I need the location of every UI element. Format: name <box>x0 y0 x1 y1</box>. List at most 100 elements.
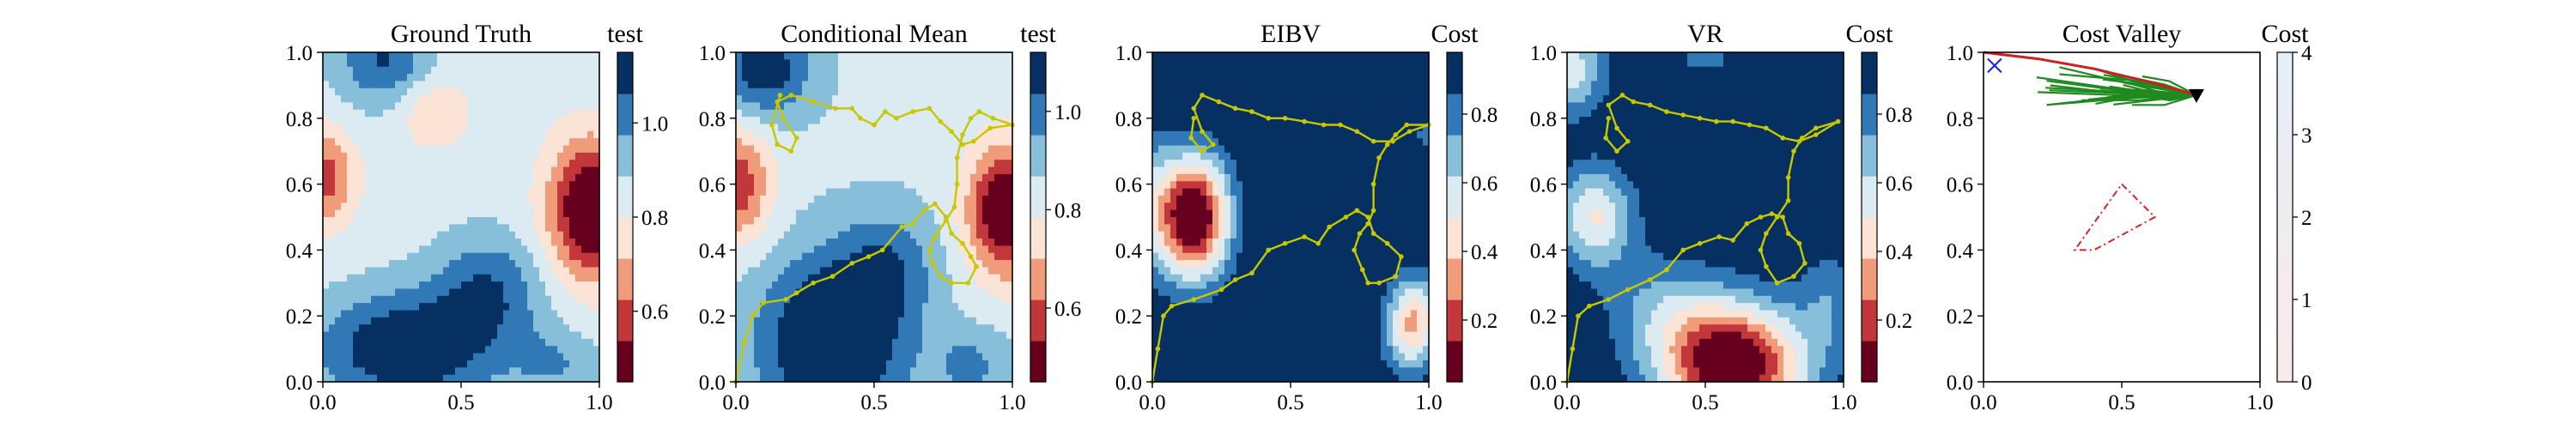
heatmap-cell <box>407 145 414 154</box>
heatmap-cell <box>1393 124 1400 132</box>
heatmap-cell <box>515 195 522 203</box>
heatmap-cell <box>539 338 546 347</box>
heatmap-cell <box>461 124 468 132</box>
heatmap-cell <box>826 188 833 196</box>
heatmap-cell <box>796 81 803 89</box>
heatmap-cell <box>970 52 977 60</box>
heatmap-cell <box>563 59 570 68</box>
heatmap-cell <box>952 59 959 68</box>
heatmap-cell <box>467 166 474 175</box>
heatmap-cell <box>473 360 480 368</box>
heatmap-cell <box>1182 145 1189 154</box>
heatmap-cell <box>497 303 504 311</box>
heatmap-cell <box>976 245 983 254</box>
heatmap-cell <box>1381 124 1388 132</box>
heatmap-cell <box>814 74 821 82</box>
heatmap-cell <box>976 160 983 168</box>
heatmap-cell <box>1206 52 1213 60</box>
heatmap-cell <box>1006 295 1013 304</box>
heatmap-cell <box>784 81 791 89</box>
heatmap-cell <box>994 181 1001 190</box>
heatmap-cell <box>533 202 540 211</box>
heatmap-cell <box>850 288 857 297</box>
heatmap-cell <box>521 281 528 290</box>
colorbar-segment <box>617 176 633 218</box>
heatmap-cell <box>1236 74 1243 82</box>
heatmap-cell <box>880 274 887 282</box>
heatmap-cell <box>982 353 989 361</box>
heatmap-cell <box>742 245 749 254</box>
heatmap-cell <box>557 274 564 282</box>
heatmap-cell <box>1333 145 1340 154</box>
heatmap-cell <box>934 317 941 325</box>
heatmap-cell <box>563 117 570 125</box>
heatmap-cell <box>1176 109 1183 118</box>
heatmap-cell <box>329 303 336 311</box>
heatmap-cell <box>754 281 761 290</box>
heatmap-cell <box>521 188 528 196</box>
heatmap-cell <box>868 74 875 82</box>
heatmap-cell <box>796 138 803 147</box>
heatmap-cell <box>874 303 881 311</box>
heatmap-cell <box>527 303 534 311</box>
heatmap-cell <box>389 195 396 203</box>
heatmap-cell <box>1339 95 1346 104</box>
heatmap-cell <box>485 160 492 168</box>
heatmap-cell <box>808 245 815 254</box>
heatmap-cell <box>748 274 755 282</box>
heatmap-cell <box>593 117 600 125</box>
heatmap-cell <box>886 160 893 168</box>
heatmap-cell <box>808 209 815 218</box>
heatmap-cell <box>742 252 749 261</box>
heatmap-cell <box>784 267 791 275</box>
heatmap-cell <box>425 95 432 104</box>
heatmap-cell <box>748 74 755 82</box>
heatmap-cell <box>353 145 360 154</box>
heatmap-cell <box>892 331 899 340</box>
heatmap-cell <box>886 260 893 269</box>
heatmap-cell <box>814 138 821 147</box>
heatmap-cell <box>766 310 773 318</box>
heatmap-cell <box>419 138 426 147</box>
heatmap-cell <box>928 173 935 182</box>
heatmap-cell <box>826 145 833 154</box>
heatmap-cell <box>760 81 767 89</box>
heatmap-cell <box>808 59 815 68</box>
heatmap-cell <box>790 173 797 182</box>
heatmap-cell <box>359 109 366 118</box>
heatmap-cell <box>1333 138 1340 147</box>
heatmap-cell <box>1297 138 1303 147</box>
heatmap-cell <box>868 310 875 318</box>
heatmap-cell <box>455 324 462 333</box>
heatmap-cell <box>790 217 797 225</box>
heatmap-cell <box>760 331 767 340</box>
heatmap-cell <box>898 52 905 60</box>
heatmap-cell <box>832 367 839 376</box>
heatmap-cell <box>479 195 486 203</box>
heatmap-cell <box>1158 66 1165 75</box>
heatmap-cell <box>503 295 510 304</box>
heatmap-cell <box>515 231 522 239</box>
heatmap-cell <box>431 166 438 175</box>
heatmap-cell <box>802 59 809 68</box>
heatmap-cell <box>467 231 474 239</box>
heatmap-cell <box>736 338 743 347</box>
heatmap-cell <box>383 160 390 168</box>
heatmap-cell <box>1303 130 1309 139</box>
heatmap-cell <box>323 252 330 261</box>
heatmap-cell <box>742 331 749 340</box>
heatmap-cell <box>455 109 462 118</box>
heatmap-cell <box>904 288 911 297</box>
heatmap-cell <box>1000 360 1007 368</box>
heatmap-cell <box>922 217 929 225</box>
heatmap-cell <box>551 324 558 333</box>
heatmap-cell <box>1006 317 1013 325</box>
heatmap-cell <box>1357 81 1364 89</box>
heatmap-cell <box>946 166 953 175</box>
heatmap-cell <box>353 245 360 254</box>
heatmap-cell <box>928 102 935 111</box>
heatmap-cell <box>479 295 486 304</box>
heatmap-cell <box>323 360 330 368</box>
heatmap-cell <box>437 295 444 304</box>
heatmap-cell <box>1000 152 1007 160</box>
